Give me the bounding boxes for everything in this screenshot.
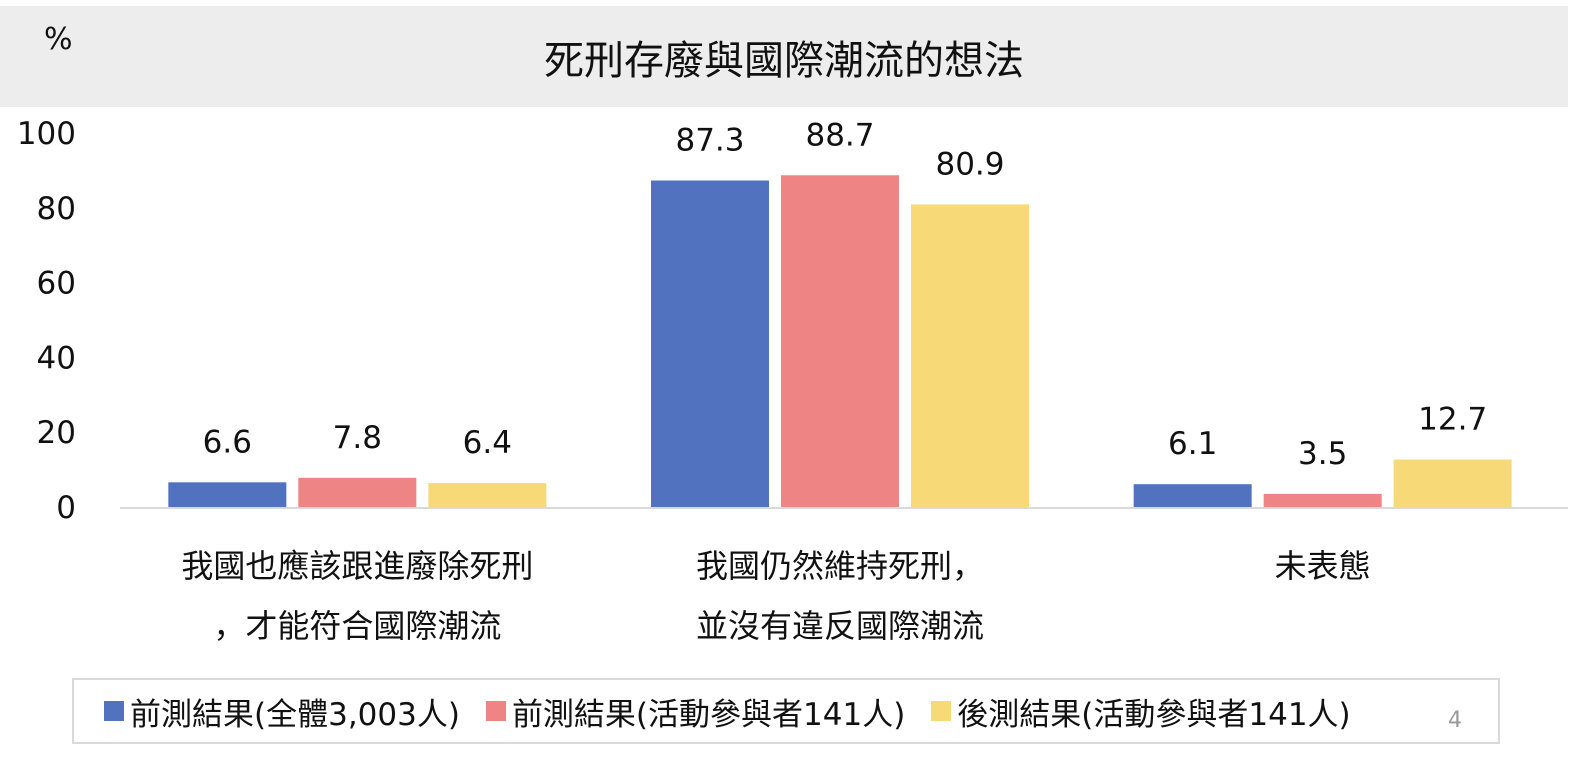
data-label: 3.5 xyxy=(1298,436,1347,472)
legend-label-series-3: 後測結果(活動參與者141人) xyxy=(957,696,1351,733)
title-band xyxy=(0,6,1568,107)
y-tick-label: 100 xyxy=(17,116,76,152)
x-category-label: 我國也應該跟進廢除死刑 xyxy=(181,547,533,585)
data-label: 87.3 xyxy=(675,122,744,158)
x-category-label: 未表態 xyxy=(1275,547,1371,585)
bar-series-3-cat-2 xyxy=(911,204,1029,507)
x-category-label: ，才能符合國際潮流 xyxy=(213,607,501,645)
y-tick-label: 0 xyxy=(56,490,76,526)
chart-title: 死刑存廢與國際潮流的想法 xyxy=(544,38,1024,84)
bar-series-1-cat-3 xyxy=(1133,484,1252,507)
data-label: 7.8 xyxy=(333,420,382,456)
bar-series-2-cat-3 xyxy=(1263,493,1382,507)
legend-item-series-1: 前測結果(全體3,003人) xyxy=(104,689,460,734)
page-number: 4 xyxy=(1448,708,1462,733)
bar-series-2-cat-1 xyxy=(298,477,417,507)
y-tick-label: 60 xyxy=(37,266,76,302)
legend-swatch-series-1 xyxy=(104,701,124,721)
legend-item-series-3: 後測結果(活動參與者141人) xyxy=(931,689,1351,734)
bar-series-1-cat-1 xyxy=(168,482,287,507)
legend-label-series-2: 前測結果(活動參與者141人) xyxy=(511,696,906,733)
data-label: 6.4 xyxy=(463,425,512,461)
x-category-label: 我國仍然維持死刑， xyxy=(696,547,984,585)
bar-series-3-cat-3 xyxy=(1393,459,1512,507)
legend-swatch-series-2 xyxy=(485,701,506,721)
data-label: 6.6 xyxy=(203,424,252,460)
bar-series-2-cat-2 xyxy=(781,175,899,507)
y-unit-label: % xyxy=(44,22,73,57)
bar-series-3-cat-1 xyxy=(428,483,547,507)
bar-chart: 0 20 40 60 80 100 6.6 7.8 6.4 我國也應該跟進廢除死刑 ，才能符合國際潮… xyxy=(17,116,1568,645)
legend: 前測結果(全體3,003人) 前測結果(活動參與者141人) 後測結果(活動參與… xyxy=(72,678,1500,744)
legend-item-series-2: 前測結果(活動參與者141人) xyxy=(485,689,906,734)
x-category-label: 並沒有違反國際潮流 xyxy=(696,607,984,645)
bar-series-1-cat-2 xyxy=(651,180,769,508)
y-tick-label: 20 xyxy=(37,415,76,451)
y-tick-label: 80 xyxy=(37,191,76,227)
data-label: 12.7 xyxy=(1418,402,1487,438)
legend-label-series-1: 前測結果(全體3,003人) xyxy=(130,696,460,733)
data-label: 88.7 xyxy=(805,117,874,153)
data-label: 6.1 xyxy=(1168,426,1217,462)
data-label: 80.9 xyxy=(935,146,1004,182)
y-tick-label: 40 xyxy=(37,340,76,376)
legend-swatch-series-3 xyxy=(931,701,952,721)
